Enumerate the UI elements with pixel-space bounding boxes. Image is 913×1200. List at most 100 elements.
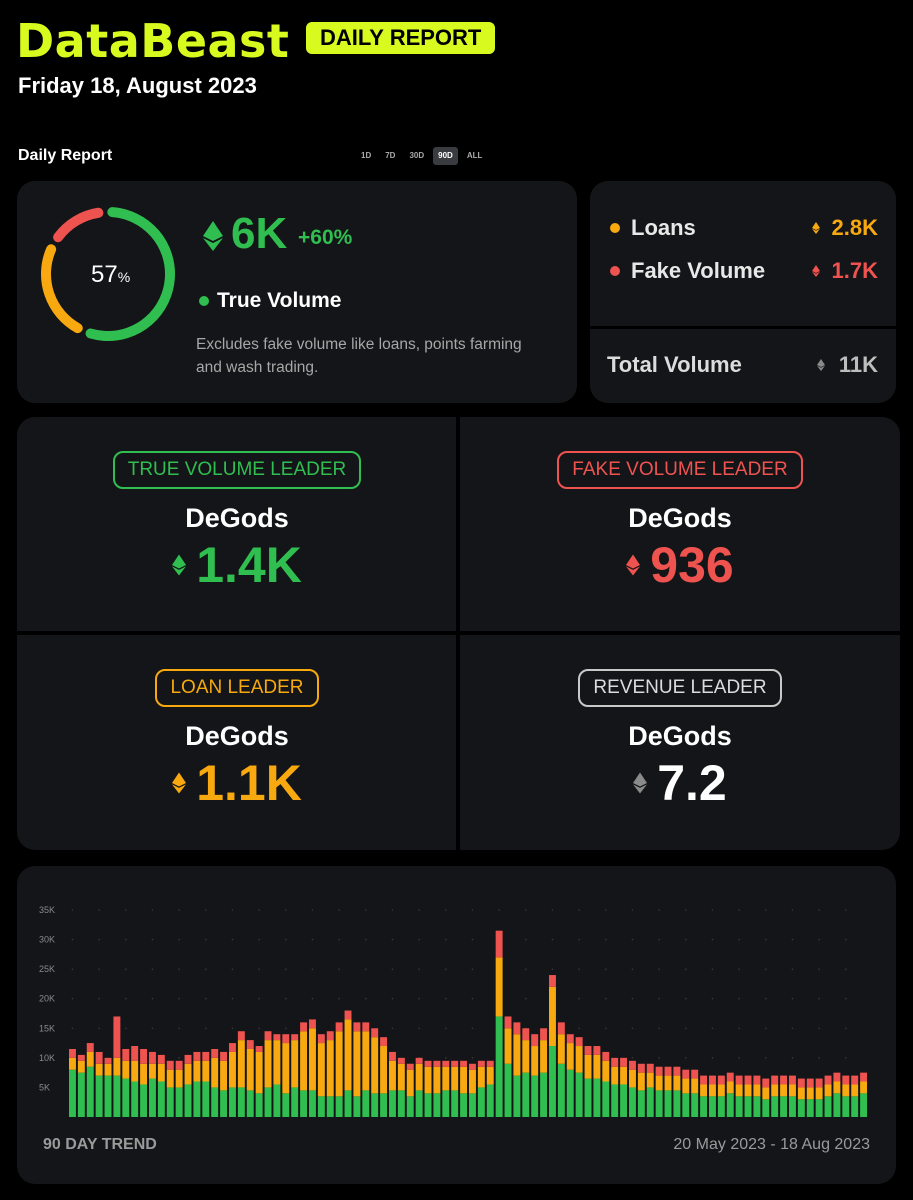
grid-dot [578,1027,580,1030]
bar-segment [300,1090,308,1117]
bar-segment [824,1096,832,1117]
bar-segment [149,1063,156,1079]
bar-segment [513,1022,521,1035]
section-title: Daily Report [18,147,113,164]
grid-dot [71,968,74,970]
grid-dot [818,997,820,1000]
bar-segment [309,1090,316,1117]
bar-segment [104,1075,112,1117]
bar-segment [469,1063,476,1070]
bar-segment [566,1069,574,1117]
bar-segment [860,1072,868,1082]
bar-segment [629,1069,636,1088]
bar-segment [780,1075,788,1085]
bar-segment [806,1099,814,1117]
grid-dot [791,997,794,1000]
tab-all[interactable]: ALL [466,151,483,160]
bar-segment [842,1084,850,1097]
bar-segment [797,1099,805,1117]
tab-1d[interactable]: 1D [361,151,372,160]
grid-dot [338,997,340,1000]
leader-name: DeGods [185,721,289,751]
fake-volume-row: Fake Volume 1.7K [610,258,878,284]
bar-segment [735,1075,743,1085]
bar-segment [371,1093,379,1117]
bar-segment [353,1096,361,1117]
grid-dot [525,938,527,941]
tab-30d[interactable]: 30D [409,151,425,160]
bar-segment [104,1057,112,1064]
eth-icon [811,222,820,234]
grid-dot [205,968,207,970]
grid-dot [231,997,234,1000]
bar-segment [344,1010,352,1020]
bar-segment [655,1090,663,1117]
bar-segment [220,1051,228,1061]
tab-7d[interactable]: 7D [385,151,396,160]
grid-dot [791,968,794,970]
bar-segment [273,1034,281,1041]
bar-segment [673,1066,681,1076]
bar-segment [122,1078,130,1117]
bar-segment [789,1084,796,1097]
divider [590,326,896,329]
bar-segment [202,1081,210,1117]
grid-dot [365,997,367,1000]
bar-segment [806,1078,814,1088]
leader-badge: REVENUE LEADER [578,669,782,707]
bar-segment [646,1072,654,1088]
bar-segment [229,1043,236,1052]
bar-segment [717,1075,725,1085]
bar-segment [166,1060,174,1070]
bar-segment [593,1046,601,1055]
grid-dot [738,1027,740,1030]
grid-dot [258,938,260,941]
grid-dot [311,938,314,941]
grid-dot [151,938,154,941]
bar-segment [771,1084,779,1097]
grid-dot [391,997,394,1000]
bar-segment [362,1022,370,1032]
bar-segment [86,1043,94,1052]
leader-badge: TRUE VOLUME LEADER [112,451,362,489]
grid-dot [551,909,554,911]
bar-segment [566,1043,574,1070]
bar-segment [397,1063,405,1091]
bar-segment [611,1084,619,1117]
grid-dot [338,968,340,970]
bar-segment [175,1087,183,1117]
leader-name: DeGods [628,721,732,751]
bar-segment [815,1087,823,1100]
grid-dot [98,968,100,970]
bar-segment [291,1087,299,1117]
grid-dot [418,909,420,911]
bar-segment [335,1022,343,1032]
true-volume-label: True Volume [199,289,341,313]
bar-segment [415,1057,423,1064]
bar-segment [451,1066,459,1091]
grid-dot [178,938,180,941]
bar-segment [415,1063,423,1091]
bar-segment [664,1075,672,1091]
bar-segment [460,1093,468,1117]
grid-dot [445,938,447,941]
grid-dot [365,909,367,911]
bar-segment [380,1046,388,1094]
grid-dot [231,938,234,941]
grid-dot [178,1057,180,1059]
bar-segment [682,1069,690,1079]
bar-segment [824,1075,832,1085]
bar-segment [442,1066,450,1091]
grid-dot [791,1057,794,1059]
tab-90d[interactable]: 90D [433,147,458,165]
bar-segment [531,1034,539,1047]
bar-segment [184,1054,192,1064]
bar-segment [771,1096,779,1117]
grid-dot [711,997,714,1000]
grid-dot [71,1027,74,1030]
grid-dot [845,968,847,970]
bar-segment [860,1093,868,1117]
bar-segment [140,1048,148,1064]
bar-segment [300,1022,308,1032]
bar-segment [540,1040,548,1073]
